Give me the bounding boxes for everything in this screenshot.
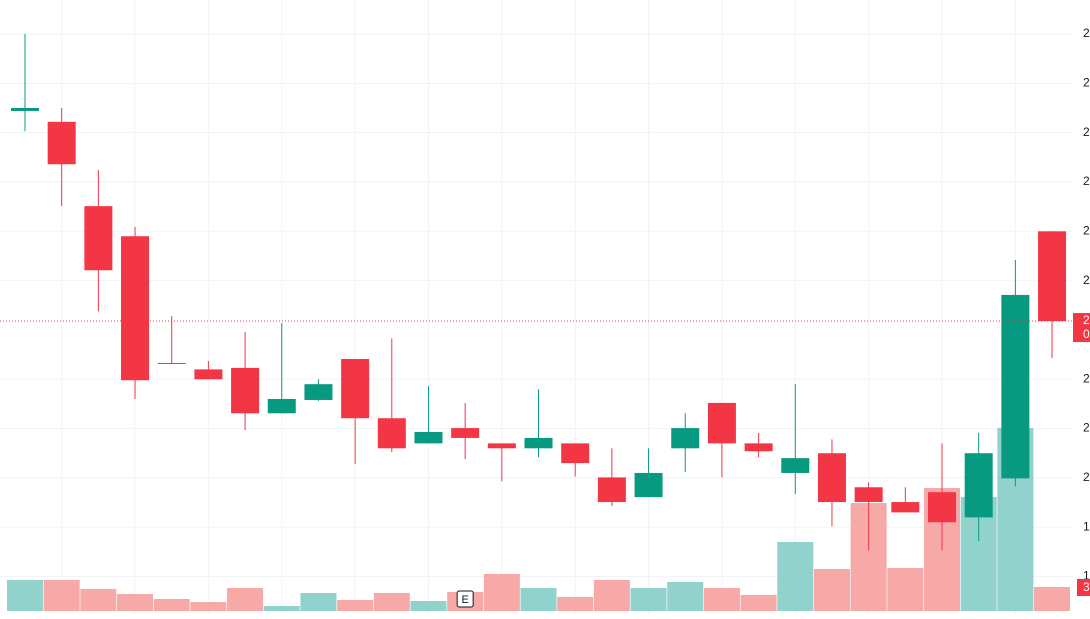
candle-body bbox=[341, 359, 370, 419]
candle-body bbox=[671, 428, 700, 449]
volume-bar bbox=[43, 580, 80, 611]
candle-body bbox=[414, 432, 443, 444]
candle-body bbox=[121, 236, 150, 381]
y-tick-label: 1 bbox=[1083, 569, 1090, 583]
volume-bar bbox=[153, 599, 190, 611]
candle-body bbox=[891, 502, 920, 513]
y-tick-label: 2 bbox=[1083, 371, 1090, 385]
volume-bar bbox=[667, 582, 704, 611]
y-tick-label: 2 bbox=[1083, 470, 1090, 484]
volume-bar bbox=[410, 601, 447, 611]
y-tick-label: 1 bbox=[1083, 519, 1090, 533]
event-marker-label: E bbox=[461, 594, 468, 606]
candle-body bbox=[634, 472, 663, 498]
volume-bar bbox=[80, 589, 117, 611]
candle-body bbox=[451, 428, 480, 438]
candle-body bbox=[854, 487, 883, 503]
y-tick-label: 2 bbox=[1083, 223, 1090, 237]
volume-bar bbox=[300, 593, 337, 611]
candle-body bbox=[267, 398, 296, 414]
candle-body bbox=[84, 206, 113, 271]
y-tick-label: 2 bbox=[1083, 76, 1090, 90]
volume-bar bbox=[520, 588, 557, 611]
candle-body bbox=[11, 108, 39, 111]
y-tick-label: 2 bbox=[1083, 174, 1090, 188]
y-tick-label: 2 bbox=[1083, 26, 1090, 40]
candle-body bbox=[231, 367, 260, 414]
volume-bar bbox=[337, 600, 374, 611]
candle-body bbox=[524, 437, 553, 449]
candle-body bbox=[928, 492, 956, 523]
volume-label-box bbox=[1077, 579, 1090, 596]
last-price-box bbox=[1073, 313, 1090, 343]
candle-body bbox=[47, 121, 76, 165]
volume-bar bbox=[887, 568, 924, 611]
volume-bar bbox=[740, 595, 777, 611]
candle-body bbox=[561, 443, 590, 464]
candle-body bbox=[964, 453, 993, 518]
candle-body bbox=[157, 362, 186, 364]
volume-bar bbox=[373, 593, 410, 611]
candle-body bbox=[781, 458, 810, 473]
y-tick-label: 2 bbox=[1083, 421, 1090, 435]
volume-bar bbox=[117, 594, 154, 611]
candle-body bbox=[194, 369, 223, 380]
volume-bar bbox=[630, 588, 667, 611]
volume-bar bbox=[703, 588, 740, 611]
volume-bar bbox=[263, 606, 300, 611]
volume-bar bbox=[190, 602, 227, 611]
last-price-label: 2 bbox=[1083, 313, 1090, 327]
candle-body bbox=[817, 453, 846, 503]
candle-body bbox=[1001, 294, 1030, 479]
y-tick-label: 2 bbox=[1083, 125, 1090, 139]
candle-body bbox=[304, 384, 333, 400]
volume-bar bbox=[557, 597, 594, 611]
volume-bar bbox=[1034, 587, 1071, 611]
candle-body bbox=[1038, 231, 1067, 322]
volume-bar bbox=[227, 588, 264, 611]
last-price-label: 0 bbox=[1083, 327, 1090, 341]
candle-body bbox=[597, 477, 626, 503]
volume-bar bbox=[7, 580, 43, 611]
candle-body bbox=[744, 443, 773, 452]
volume-bar bbox=[483, 574, 520, 611]
y-tick-label: 2 bbox=[1083, 273, 1090, 287]
event-marker bbox=[456, 590, 474, 608]
volume-bar bbox=[777, 542, 814, 611]
volume-bar bbox=[813, 569, 850, 611]
volume-label: 3 bbox=[1083, 580, 1090, 594]
volume-bar bbox=[593, 580, 630, 611]
candle-body bbox=[707, 402, 736, 444]
candle-body bbox=[487, 443, 516, 449]
candle-body bbox=[377, 418, 406, 449]
